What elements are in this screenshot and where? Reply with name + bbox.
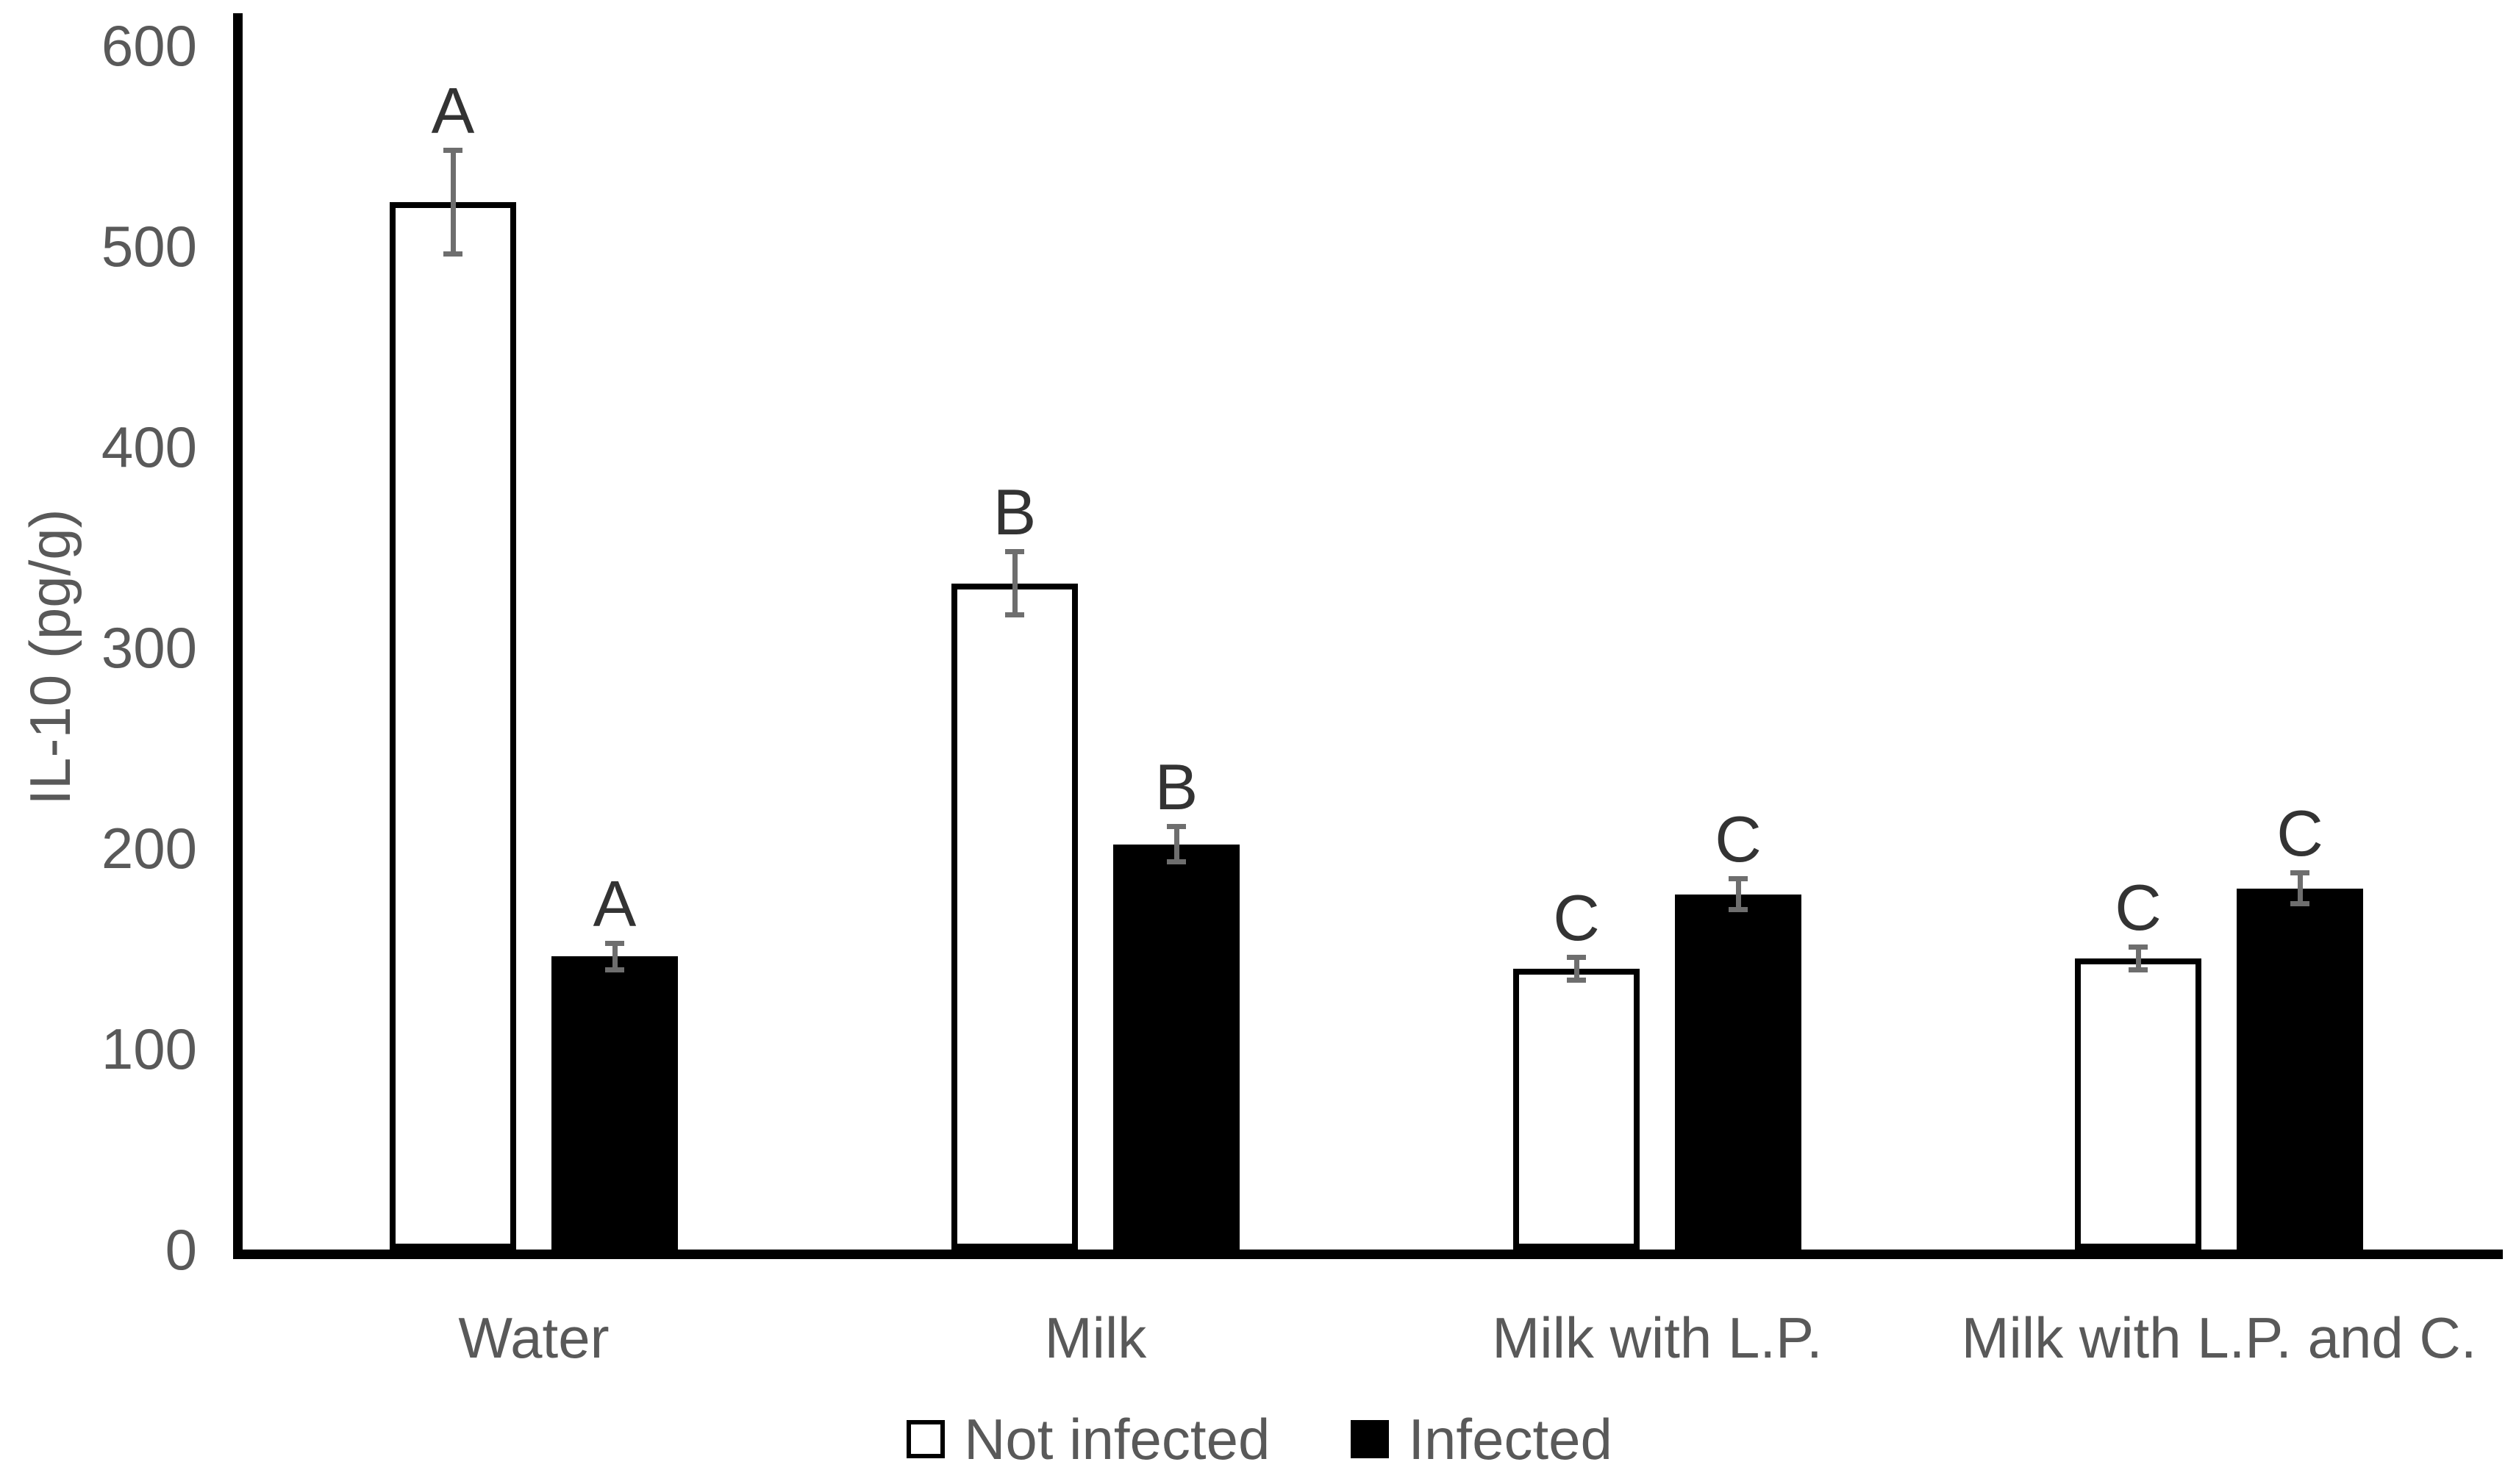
y-tick-label-200: 200	[101, 816, 197, 881]
error-bar-water-infected-line	[612, 940, 618, 973]
error-bar-water-infected-cap-top	[605, 940, 624, 946]
error-bar-milk-with-l-p-and-c-infected-cap-top	[2290, 870, 2309, 876]
y-tick-label-500: 500	[101, 214, 197, 279]
error-bar-milk-with-l-p-infected-cap-top	[1729, 876, 1748, 882]
y-tick-label-100: 100	[101, 1017, 197, 1081]
bar-milk-with-l-p-not-infected	[1513, 968, 1640, 1250]
error-bar-milk-with-l-p-not-infected-line	[1573, 954, 1579, 983]
significance-letter-milk-with-l-p-and-c-not-infected: C	[2115, 871, 2162, 944]
legend-item-infected: Infected	[1351, 1408, 1612, 1470]
bar-milk-with-l-p-and-c-not-infected	[2075, 958, 2201, 1250]
error-bar-milk-infected-line	[1173, 824, 1179, 864]
bar-milk-infected	[1113, 844, 1240, 1250]
significance-letter-milk-with-l-p-not-infected: C	[1553, 881, 1600, 954]
significance-letter-water-infected: A	[593, 867, 637, 940]
legend-item-not-infected: Not infected	[907, 1408, 1270, 1470]
significance-letter-milk-not-infected: B	[993, 476, 1037, 549]
bar-water-not-infected	[390, 201, 516, 1250]
error-bar-milk-not-infected-line	[1012, 549, 1018, 618]
significance-letter-milk-infected: B	[1154, 750, 1198, 824]
error-bar-milk-with-l-p-and-c-not-infected-cap-top	[2129, 944, 2148, 950]
significance-letter-milk-with-l-p-infected: C	[1715, 803, 1762, 876]
legend-label-infected: Infected	[1408, 1407, 1612, 1472]
x-category-label-milk-with-l-p: Milk with L.P.	[1492, 1305, 1823, 1370]
legend-label-not-infected: Not infected	[964, 1407, 1271, 1472]
bar-milk-with-l-p-and-c-infected	[2237, 888, 2363, 1250]
bar-milk-not-infected	[951, 583, 1078, 1250]
error-bar-milk-not-infected-cap-top	[1005, 549, 1024, 555]
y-tick-label-300: 300	[101, 615, 197, 680]
significance-letter-water-not-infected: A	[431, 74, 475, 148]
error-bar-water-not-infected-line	[450, 148, 456, 257]
error-bar-milk-not-infected-cap-bottom	[1005, 612, 1024, 618]
error-bar-milk-with-l-p-not-infected-cap-top	[1567, 954, 1586, 960]
y-tick-label-0: 0	[165, 1217, 197, 1282]
x-category-label-water: Water	[458, 1305, 610, 1370]
error-bar-water-not-infected-cap-bottom	[443, 251, 462, 257]
error-bar-milk-with-l-p-not-infected-cap-bottom	[1567, 977, 1586, 983]
significance-letter-milk-with-l-p-and-c-infected: C	[2276, 797, 2323, 870]
error-bar-milk-with-l-p-and-c-not-infected-line	[2135, 944, 2141, 973]
error-bar-water-not-infected-cap-top	[443, 148, 462, 154]
x-category-label-milk: Milk	[1044, 1305, 1147, 1370]
y-tick-label-600: 600	[101, 13, 197, 78]
y-axis-line	[233, 13, 243, 1259]
error-bar-milk-infected-cap-bottom	[1167, 859, 1186, 864]
error-bar-milk-with-l-p-infected-line	[1735, 876, 1741, 913]
x-axis-line	[233, 1250, 2503, 1259]
legend-swatch-not-infected	[907, 1420, 946, 1458]
error-bar-milk-with-l-p-and-c-infected-cap-bottom	[2290, 901, 2309, 907]
error-bar-milk-with-l-p-infected-cap-bottom	[1729, 907, 1748, 913]
error-bar-water-infected-cap-bottom	[605, 967, 624, 973]
y-tick-label-400: 400	[101, 415, 197, 479]
error-bar-milk-with-l-p-and-c-not-infected-cap-bottom	[2129, 967, 2148, 973]
x-category-label-milk-with-l-p-and-c: Milk with L.P. and C.	[1961, 1305, 2477, 1370]
error-bar-milk-infected-cap-top	[1167, 824, 1186, 830]
error-bar-milk-with-l-p-and-c-infected-line	[2297, 870, 2303, 907]
legend: Not infected Infected	[0, 1408, 2519, 1470]
bar-water-infected	[551, 956, 678, 1250]
bar-milk-with-l-p-infected	[1675, 894, 1801, 1250]
legend-swatch-infected	[1351, 1420, 1390, 1458]
